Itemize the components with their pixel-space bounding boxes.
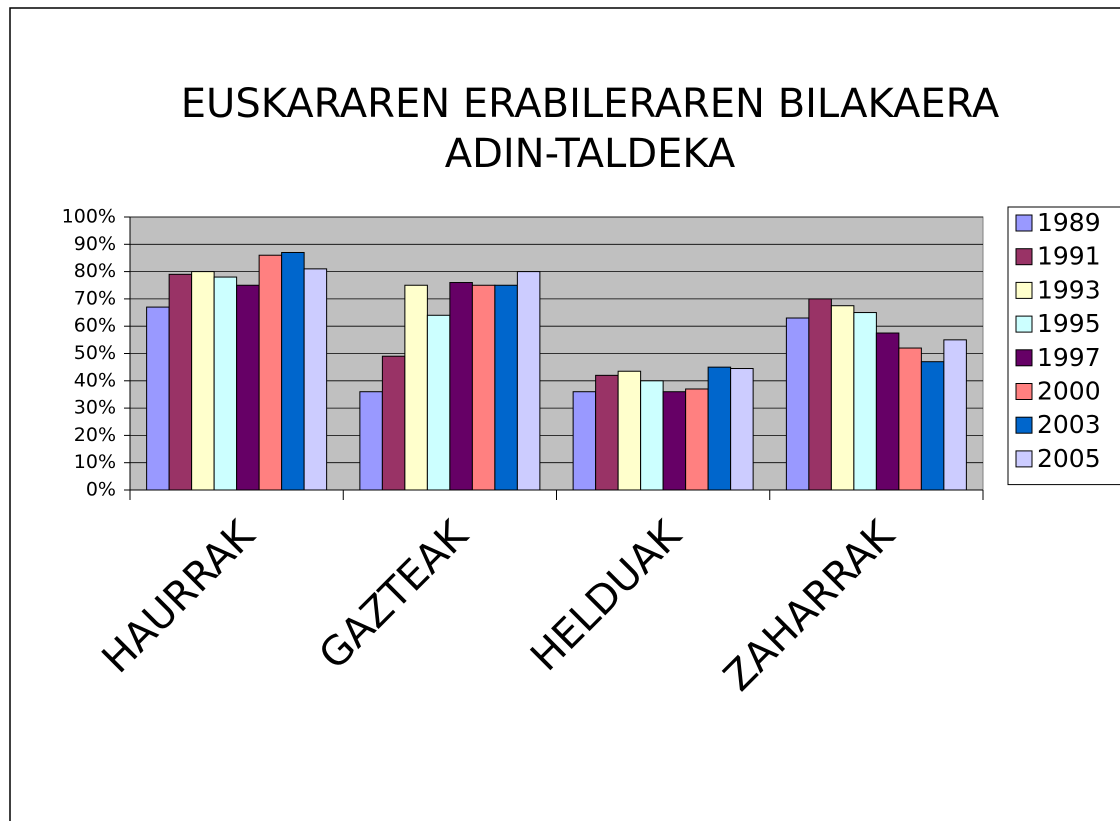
y-tick-label: 0% <box>86 479 116 501</box>
bar <box>359 391 383 491</box>
x-tick-label: HAURRAK <box>94 511 265 682</box>
legend-swatch <box>1015 416 1033 434</box>
y-tick-label: 100% <box>62 206 116 228</box>
bar <box>685 388 709 491</box>
legend-label: 1991 <box>1037 242 1101 271</box>
legend-swatch <box>1015 248 1033 266</box>
bar <box>662 391 687 491</box>
y-tick-label: 10% <box>74 451 116 473</box>
legend-label: 1997 <box>1037 343 1101 372</box>
bar <box>572 391 597 491</box>
y-tick-label: 20% <box>74 424 116 446</box>
x-tick-label: ZAHARRAK <box>715 511 904 700</box>
bar <box>617 370 642 491</box>
bar <box>898 347 922 491</box>
bar <box>830 305 855 491</box>
bar <box>404 284 428 491</box>
y-tick-label: 70% <box>74 287 116 309</box>
bar <box>281 251 305 491</box>
chart-title: EUSKARAREN ERABILERAREN BILAKAERA <box>181 81 1000 127</box>
bar <box>258 254 283 491</box>
legend-label: 1993 <box>1037 275 1101 304</box>
legend-box <box>1007 206 1120 486</box>
legend-label: 2003 <box>1037 410 1101 439</box>
bar <box>146 306 170 491</box>
bar <box>730 368 754 491</box>
legend-swatch <box>1015 349 1033 367</box>
legend-label: 1989 <box>1037 208 1101 237</box>
bar <box>471 284 496 491</box>
bar <box>808 298 832 491</box>
bar <box>449 282 473 491</box>
bar <box>853 312 877 491</box>
bar <box>707 366 732 491</box>
y-tick-label: 40% <box>74 369 116 391</box>
legend-swatch <box>1015 315 1033 333</box>
y-tick-label: 90% <box>74 233 116 255</box>
bar <box>785 317 810 491</box>
legend-swatch <box>1015 281 1033 299</box>
x-tick-label: HELDUAK <box>522 511 691 680</box>
bar <box>595 374 619 491</box>
bar <box>236 284 260 491</box>
y-tick-label: 30% <box>74 397 116 419</box>
bar <box>875 332 900 491</box>
bar <box>920 361 945 491</box>
bar <box>303 268 328 491</box>
y-tick-label: 50% <box>74 342 116 364</box>
bar <box>494 284 518 491</box>
y-tick-label: 60% <box>74 315 116 337</box>
legend-swatch <box>1015 383 1033 400</box>
frame <box>9 7 1120 821</box>
legend-swatch <box>1015 450 1033 468</box>
x-tick-label: GAZTEAK <box>311 511 478 678</box>
y-tick-label: 80% <box>74 260 116 282</box>
bar <box>191 271 215 491</box>
bar <box>640 380 664 491</box>
bar <box>381 355 406 491</box>
legend-swatch <box>1015 214 1033 232</box>
chart-title: ADIN-TALDEKA <box>445 131 736 177</box>
legend-label: 1995 <box>1037 309 1101 338</box>
bar <box>213 276 238 491</box>
bar <box>516 271 541 491</box>
bar <box>168 273 193 491</box>
legend-label: 2005 <box>1037 444 1101 473</box>
bar <box>426 314 451 491</box>
bar <box>943 339 967 491</box>
legend-label: 2000 <box>1037 377 1101 406</box>
